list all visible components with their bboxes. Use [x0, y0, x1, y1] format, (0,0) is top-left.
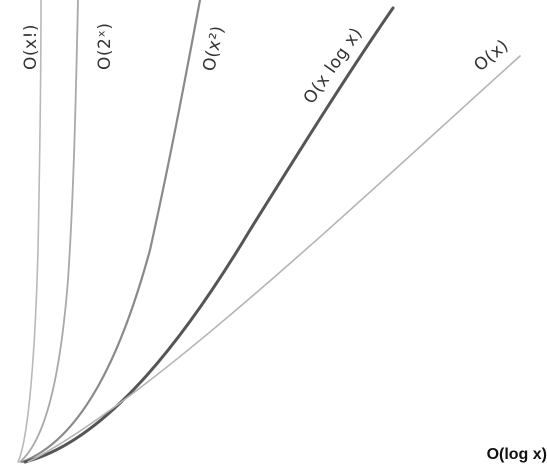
- curve-label-factorial: O(x!): [21, 24, 41, 70]
- log-x-label: O(log x): [486, 446, 547, 463]
- curve-factorial: [17, 0, 42, 463]
- curves-group: [17, 0, 521, 464]
- curve-label-linear: O(x): [470, 36, 513, 76]
- curve-label-linearithmic: O(x log x): [300, 24, 367, 108]
- curve-label-quadratic: O(x²): [199, 24, 228, 73]
- curve-linearithmic: [23, 6, 395, 464]
- curve-label-exponential: O(2ˣ): [95, 22, 115, 70]
- curve-quadratic: [20, 0, 202, 464]
- curve-linear: [27, 55, 521, 463]
- curve-exponential: [19, 0, 79, 463]
- curve-labels-group: O(x!) O(2ˣ) O(x²) O(x log x) O(x): [21, 22, 513, 107]
